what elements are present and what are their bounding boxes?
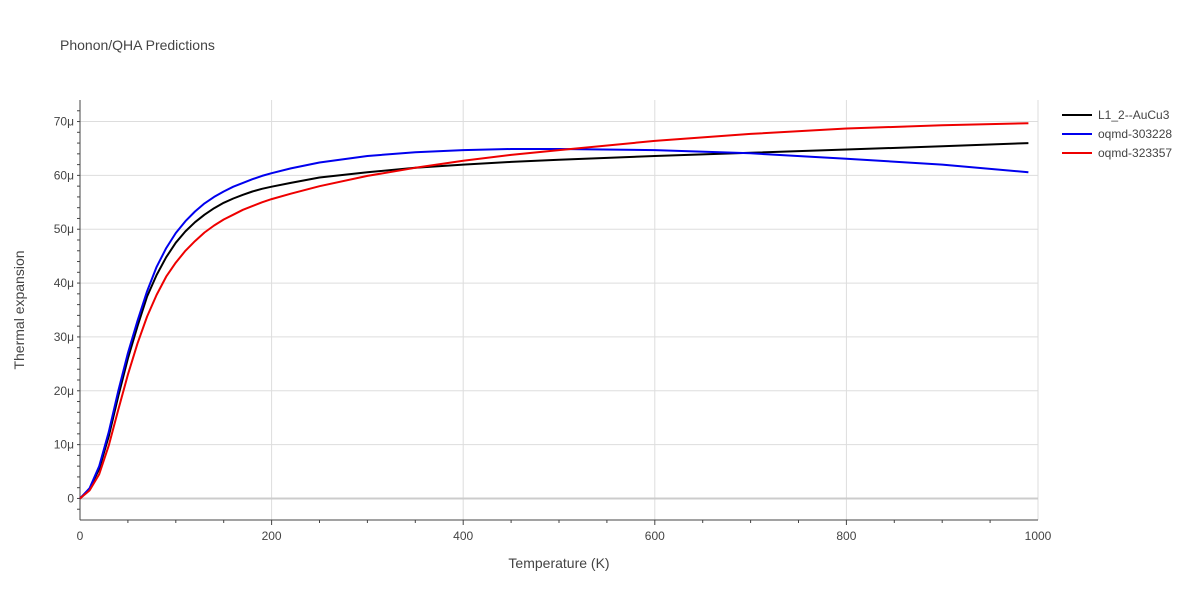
x-axis-ticks: 0 200 400 600 800 1000: [77, 520, 1052, 543]
y-tick-label: 50μ: [54, 222, 74, 236]
x-tick-label: 600: [645, 529, 665, 543]
x-tick-label: 0: [77, 529, 84, 543]
y-tick-label: 10μ: [54, 438, 74, 452]
series-line-2: [79, 122, 1029, 500]
y-tick-label: 60μ: [54, 168, 74, 182]
legend-label: oqmd-303228: [1098, 127, 1172, 141]
x-tick-label: 400: [453, 529, 473, 543]
legend: L1_2--AuCu3 oqmd-303228 oqmd-323357: [1062, 108, 1172, 160]
y-tick-label: 0: [67, 491, 74, 505]
grid-lines: [80, 100, 1039, 520]
series-line-0: [79, 142, 1029, 500]
x-tick-label: 1000: [1025, 529, 1052, 543]
y-tick-label: 20μ: [54, 384, 74, 398]
legend-label: L1_2--AuCu3: [1098, 108, 1170, 122]
chart-title: Phonon/QHA Predictions: [60, 37, 215, 53]
y-tick-label: 70μ: [54, 115, 74, 129]
legend-label: oqmd-323357: [1098, 146, 1172, 160]
series-line-1: [79, 148, 1029, 500]
x-axis-title: Temperature (K): [508, 555, 609, 571]
x-tick-label: 800: [836, 529, 856, 543]
y-tick-label: 40μ: [54, 276, 74, 290]
x-tick-label: 200: [262, 529, 282, 543]
y-axis-title: Thermal expansion: [11, 250, 27, 369]
series-lines: [79, 122, 1029, 500]
y-tick-label: 30μ: [54, 330, 74, 344]
y-axis-ticks: 0 10μ 20μ 30μ 40μ 50μ 60μ 70μ: [54, 110, 80, 510]
